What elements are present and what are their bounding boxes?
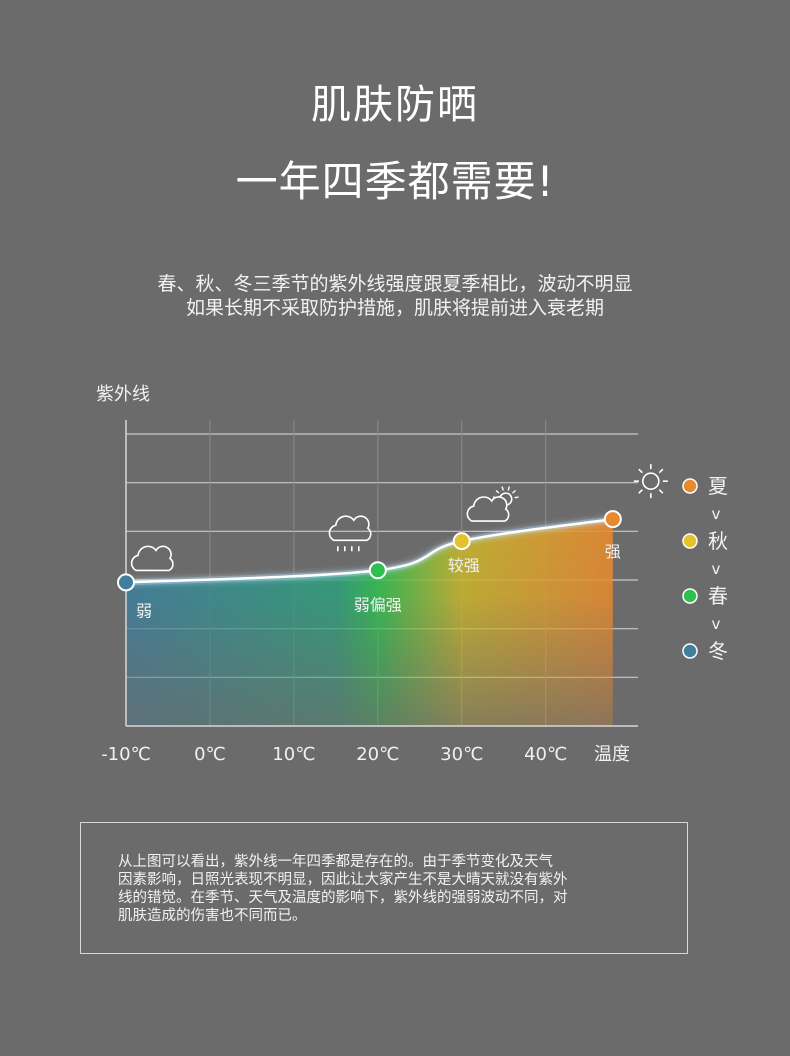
sun-ray [638,468,643,474]
cloud-shape [328,515,372,542]
note-line-3: 线的错觉。在季节、天气及温度的影响下，紫外线的强弱波动不同，对 [118,890,568,906]
note-box [80,822,688,954]
intro-line-1: 春、秋、冬三季节的紫外线强度跟夏季相比，波动不明显 [157,273,633,295]
sun-core [642,472,660,490]
point-冬 [117,573,135,592]
partly-sunny-icon [466,486,519,522]
sun-ray [658,489,664,494]
sun-ray [512,489,516,494]
legend-dot-春 [682,588,698,604]
x-tick-label: 20℃ [356,744,399,765]
cloud-icon [130,545,174,572]
sun-ray [507,486,511,491]
x-tick-label: 30℃ [440,744,483,765]
point-春 [368,561,387,580]
sun-ray [658,468,664,474]
x-tick-label: -10℃ [101,744,151,765]
uv-chart-svg: 紫外线-10℃ 0℃ 10℃ 20℃ 30℃ 40℃ 温度 弱弱偏强较强强 夏v秋v春v冬 [96,384,728,765]
uv-curve [125,517,613,584]
legend-label: 秋 [708,529,728,553]
cloud-shape [130,545,174,572]
point-秋 [452,532,471,551]
sun-ray [495,489,500,494]
point-夏 [603,510,622,529]
note-line-2: 因素影响，日照光表现不明显，因此让大家产生不是大晴天就没有紫外 [118,872,568,888]
note-line-4: 肌肤造成的伤害也不同而已。 [118,908,307,924]
legend-dot-冬 [682,643,698,659]
point-label: 弱偏强 [354,595,402,614]
point-label: 强 [605,542,621,561]
uv-area [126,519,613,726]
rain-cloud-icon [328,515,372,552]
legend-separator: v [712,560,721,578]
x-tick-label: 10℃ [272,744,315,765]
y-axis-label: 紫外线 [96,384,150,405]
point-label: 较强 [448,556,480,575]
cloud-shape [466,496,510,522]
legend-label: 夏 [708,474,728,498]
legend-dot-夏 [682,478,698,494]
intro-line-2: 如果长期不采取防护措施，肌肤将提前进入衰老期 [185,297,604,319]
legend-label: 冬 [708,639,728,663]
sun-ray [501,486,504,491]
page-subtitle: 一年四季都需要! [235,157,555,206]
page-title: 肌肤防晒 [311,82,479,128]
point-label: 弱 [136,601,152,620]
legend-separator: v [712,615,721,633]
legend-separator: v [712,505,721,523]
sun-ray [514,496,519,499]
sun-ray [638,489,643,494]
note-text: 从上图可以看出，紫外线一年四季都是存在的。由于季节变化及天气 因素影响，日照光表… [118,853,618,925]
legend-dot-秋 [682,533,698,549]
sun-icon [633,464,668,499]
legend-label: 春 [708,584,728,608]
note-line-1: 从上图可以看出，紫外线一年四季都是存在的。由于季节变化及天气 [118,854,553,870]
x-axis-label: 温度 [594,744,630,765]
x-tick-label: 40℃ [524,744,567,765]
x-tick-label: 0℃ [194,744,226,765]
